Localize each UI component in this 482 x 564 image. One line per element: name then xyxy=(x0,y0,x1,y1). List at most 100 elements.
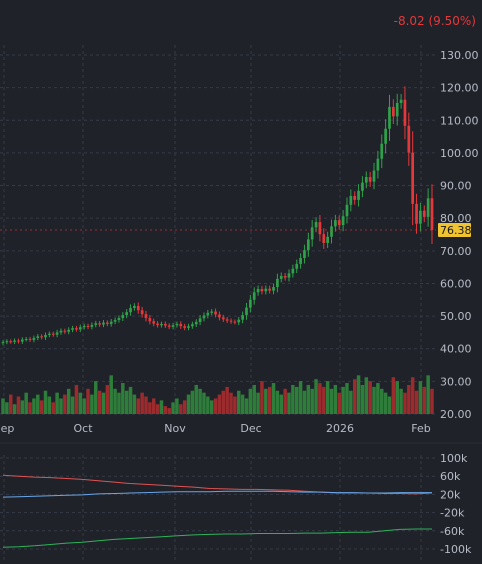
candle-body xyxy=(78,327,82,330)
volume-bar xyxy=(144,396,148,414)
chart-grid xyxy=(0,45,482,560)
volume-bar xyxy=(329,388,334,414)
candle-body xyxy=(218,314,221,318)
volume-bar xyxy=(407,384,411,414)
volume-bar xyxy=(74,384,79,414)
candle-body xyxy=(36,336,40,338)
volume-bar xyxy=(372,386,376,414)
volume-bar xyxy=(171,402,175,414)
candle-body xyxy=(388,106,391,129)
volume-bar xyxy=(279,394,284,414)
candle-body xyxy=(245,307,248,316)
time-tick-label: Dec xyxy=(240,422,261,435)
price-tick-label: 20.00 xyxy=(440,408,472,421)
candle-body xyxy=(32,337,36,340)
candle-body xyxy=(206,312,210,316)
candle-body xyxy=(291,268,295,274)
volume-bar xyxy=(391,377,396,414)
candle-body xyxy=(171,325,175,327)
candle-body xyxy=(225,319,229,321)
volume-bar xyxy=(395,381,399,414)
candle-body xyxy=(399,99,403,103)
volume-bar xyxy=(94,381,98,414)
indicator-tick-label: -20k xyxy=(440,507,465,520)
volume-bar xyxy=(422,386,427,414)
price-tick-label: 70.00 xyxy=(440,245,472,258)
candle-body xyxy=(24,338,28,340)
candle-body xyxy=(430,198,434,230)
candle-body xyxy=(102,322,105,325)
candle-body xyxy=(160,323,163,326)
volume-bar xyxy=(291,384,295,414)
volume-bar xyxy=(345,383,349,414)
volume-bar xyxy=(124,390,129,414)
candle-body xyxy=(299,257,302,264)
volume-bar xyxy=(267,386,272,414)
candle-body xyxy=(364,177,368,183)
candle-body xyxy=(407,125,411,153)
candle-body xyxy=(175,323,179,326)
candle-body xyxy=(353,195,357,200)
volume-bar xyxy=(213,398,218,414)
volume-bar xyxy=(356,375,361,414)
candle-body xyxy=(210,311,214,313)
price-tick-label: 60.00 xyxy=(440,277,472,290)
volume-bar xyxy=(383,392,388,414)
candle-body xyxy=(318,222,322,235)
volume-bar xyxy=(105,384,110,414)
candle-body xyxy=(75,328,78,330)
candle-body xyxy=(20,339,24,342)
candle-body xyxy=(256,289,260,293)
volume-bar xyxy=(20,400,25,414)
price-candles xyxy=(0,86,436,346)
candle-body xyxy=(109,321,113,324)
volume-bar xyxy=(36,394,40,414)
candle-body xyxy=(326,236,330,243)
volume-bar xyxy=(148,402,152,414)
volume-bar xyxy=(155,404,160,414)
candle-body xyxy=(252,292,256,300)
volume-bar xyxy=(414,390,419,414)
candle-body xyxy=(48,333,51,336)
volume-bar xyxy=(264,388,268,414)
volume-bar xyxy=(66,388,71,414)
volume-bar xyxy=(121,383,125,414)
volume-bar xyxy=(221,390,226,414)
candle-body xyxy=(125,312,129,316)
candle-body xyxy=(63,330,67,332)
volume-bar xyxy=(252,384,256,414)
volume-bar xyxy=(1,398,5,414)
price-tick-label: 130.00 xyxy=(440,49,479,62)
volume-bar xyxy=(132,394,137,414)
volume-bar xyxy=(387,396,392,414)
candle-body xyxy=(345,204,349,217)
volume-bar xyxy=(202,392,206,414)
candle-body xyxy=(310,227,314,240)
volume-bar xyxy=(128,386,133,414)
volume-bar xyxy=(186,394,191,414)
volume-bar xyxy=(337,392,341,414)
volume-bar xyxy=(63,394,67,414)
candle-body xyxy=(129,307,132,313)
volume-bar xyxy=(233,396,237,414)
volume-bar xyxy=(140,392,144,414)
volume-bar xyxy=(426,375,430,414)
candle-body xyxy=(411,152,415,204)
volume-bar xyxy=(376,383,380,414)
candle-body xyxy=(40,336,44,338)
price-tick-label: 40.00 xyxy=(440,343,472,356)
candle-body xyxy=(380,143,384,159)
volume-bar xyxy=(418,381,423,414)
candle-body xyxy=(59,330,63,333)
candle-body xyxy=(272,287,275,291)
volume-bar xyxy=(322,386,326,414)
candle-body xyxy=(144,314,148,319)
candle-body xyxy=(51,333,55,335)
volume-bar xyxy=(43,390,48,414)
candle-body xyxy=(183,326,187,328)
volume-bar xyxy=(47,396,52,414)
candle-body xyxy=(187,326,190,328)
candle-body xyxy=(133,305,136,308)
price-tick-label: 110.00 xyxy=(440,114,479,127)
